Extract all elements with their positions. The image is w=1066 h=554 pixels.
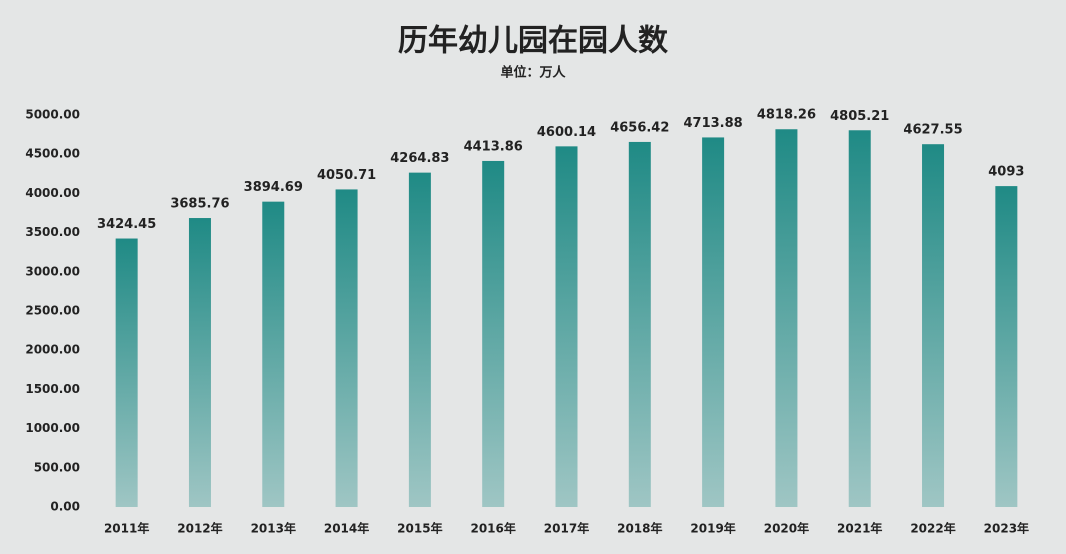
value-label: 4713.88 bbox=[684, 116, 743, 131]
value-label: 4093 bbox=[988, 165, 1024, 180]
bar bbox=[482, 160, 505, 507]
x-tick-label: 2021年 bbox=[837, 521, 882, 536]
x-tick-label: 2012年 bbox=[177, 521, 222, 536]
value-label: 4600.14 bbox=[537, 125, 596, 140]
value-label: 4656.42 bbox=[610, 120, 669, 135]
value-label: 3685.76 bbox=[170, 197, 229, 212]
bar bbox=[922, 144, 945, 507]
x-tick-label: 2013年 bbox=[251, 521, 296, 536]
y-tick-label: 3000.00 bbox=[25, 264, 80, 278]
y-tick-label: 2500.00 bbox=[25, 304, 80, 318]
bar bbox=[555, 146, 578, 507]
y-tick-label: 5000.00 bbox=[25, 108, 80, 122]
y-tick-label: 4500.00 bbox=[25, 147, 80, 161]
bar bbox=[408, 172, 431, 507]
x-tick-label: 2019年 bbox=[690, 521, 735, 536]
x-tick-label: 2011年 bbox=[104, 521, 149, 536]
value-label: 3424.45 bbox=[97, 217, 156, 232]
bar bbox=[115, 238, 138, 507]
x-tick-label: 2018年 bbox=[617, 521, 662, 536]
value-label: 4818.26 bbox=[757, 108, 816, 123]
value-label: 4050.71 bbox=[317, 168, 376, 183]
y-tick-label: 500.00 bbox=[34, 460, 80, 474]
value-label: 4413.86 bbox=[464, 139, 523, 154]
y-tick-label: 4000.00 bbox=[25, 186, 80, 200]
y-tick-label: 0.00 bbox=[50, 500, 80, 514]
y-tick-label: 1500.00 bbox=[25, 382, 80, 396]
bar bbox=[775, 129, 798, 507]
bar bbox=[995, 186, 1018, 507]
x-tick-label: 2014年 bbox=[324, 521, 369, 536]
chart-title: 历年幼儿园在园人数 bbox=[398, 24, 669, 59]
y-tick-label: 2000.00 bbox=[25, 343, 80, 357]
chart-subtitle: 单位：万人 bbox=[500, 65, 566, 81]
x-tick-label: 2017年 bbox=[544, 521, 589, 536]
x-tick-label: 2023年 bbox=[984, 521, 1029, 536]
y-tick-label: 1000.00 bbox=[25, 421, 80, 435]
value-label: 3894.69 bbox=[244, 180, 303, 195]
value-label: 4264.83 bbox=[390, 151, 449, 166]
x-tick-label: 2022年 bbox=[910, 521, 955, 536]
bar bbox=[848, 130, 871, 507]
value-label: 4805.21 bbox=[830, 109, 889, 124]
x-tick-label: 2020年 bbox=[764, 521, 809, 536]
value-label: 4627.55 bbox=[903, 123, 962, 138]
bar bbox=[262, 201, 285, 507]
x-tick-label: 2015年 bbox=[397, 521, 442, 536]
bar bbox=[335, 189, 358, 508]
bar bbox=[188, 218, 211, 507]
x-tick-label: 2016年 bbox=[470, 521, 515, 536]
bar bbox=[628, 141, 651, 507]
y-tick-label: 3500.00 bbox=[25, 225, 80, 239]
bar bbox=[702, 137, 725, 507]
